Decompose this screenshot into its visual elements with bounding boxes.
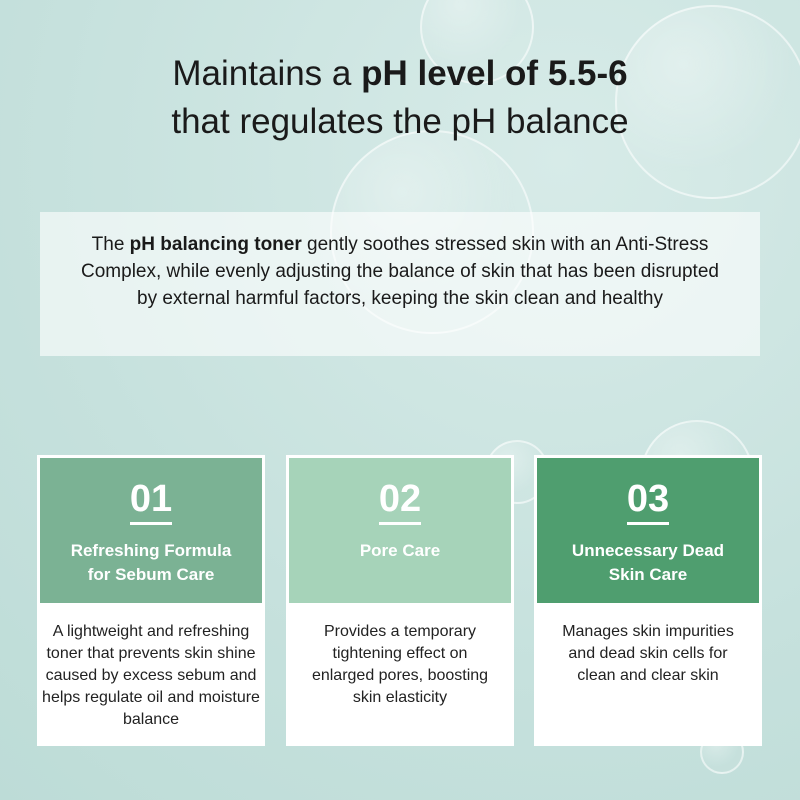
- feature-card-3: 03 Unnecessary Dead Skin Care Manages skin…: [534, 455, 762, 746]
- card-number: 02: [378, 478, 422, 525]
- headline-text: Maintains a: [172, 54, 362, 93]
- card-title-line: Unnecessary Dead: [571, 541, 725, 560]
- card-title: Refreshing Formula for Sebum Care: [40, 539, 262, 587]
- feature-card-1: 01 Refreshing Formula for Sebum Care A lig…: [37, 455, 265, 746]
- card-title: Pore Care: [289, 539, 511, 563]
- description-box: The pH balancing toner gently soothes st…: [40, 212, 760, 356]
- card-header: 02 Pore Care: [289, 458, 511, 603]
- card-title-line: for Sebum Care: [87, 565, 215, 584]
- card-text: Provides a temporary tightening effect o…: [311, 623, 489, 706]
- card-title: Unnecessary Dead Skin Care: [537, 539, 759, 587]
- card-number: 03: [626, 478, 670, 525]
- card-title-line: Skin Care: [608, 565, 688, 584]
- headline-line2: that regulates the pH balance: [171, 102, 629, 141]
- card-text: A lightweight and refreshing toner that …: [42, 623, 260, 728]
- card-title-line: Refreshing Formula: [70, 541, 232, 560]
- headline-bold: pH level of 5.5-6: [361, 54, 628, 93]
- card-header: 01 Refreshing Formula for Sebum Care: [40, 458, 262, 603]
- card-text: Manages skin impurities and dead skin ce…: [562, 623, 734, 684]
- description-bold: pH balancing toner: [129, 234, 302, 255]
- feature-card-2: 02 Pore Care Provides a temporary tighten…: [286, 455, 514, 746]
- card-header: 03 Unnecessary Dead Skin Care: [537, 458, 759, 603]
- card-title-line: Pore Care: [359, 541, 441, 560]
- bubble-decoration: [615, 5, 800, 199]
- description-text: The: [91, 234, 130, 255]
- card-number: 01: [129, 478, 173, 525]
- description-text-rest: gently soothes stressed skin with an Ant…: [81, 234, 719, 309]
- headline: Maintains a pH level of 5.5-6 that regula…: [0, 50, 800, 146]
